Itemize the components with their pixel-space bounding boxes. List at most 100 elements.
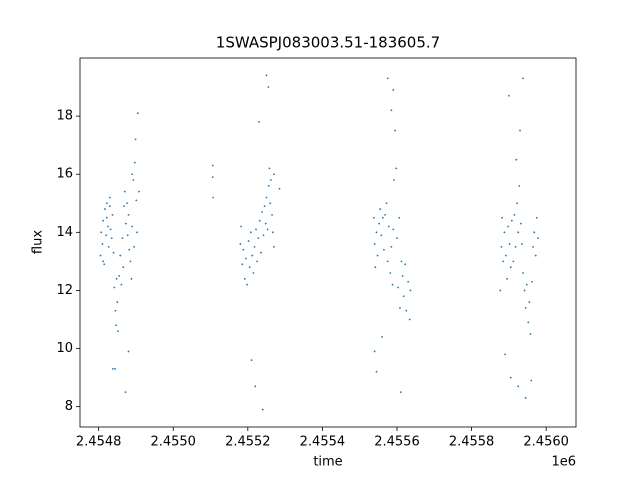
plot-frame [79, 57, 577, 428]
data-point [258, 121, 260, 123]
data-point [107, 245, 110, 248]
data-point [132, 179, 135, 181]
data-point [372, 216, 375, 219]
data-point [134, 138, 137, 141]
x-axis-label: time [313, 455, 342, 470]
data-point [397, 286, 400, 289]
data-point [386, 260, 389, 263]
data-point [108, 196, 111, 199]
data-point [384, 213, 386, 216]
data-point [379, 208, 382, 210]
data-point [394, 129, 397, 132]
data-point [531, 280, 533, 283]
data-point [376, 254, 379, 257]
data-point [271, 213, 273, 216]
data-point [135, 199, 138, 202]
data-point [105, 202, 108, 205]
data-point [392, 89, 395, 91]
data-point [500, 245, 503, 248]
data-point [250, 359, 253, 362]
x-tick-label: 2.4550 [150, 435, 196, 450]
data-point [258, 219, 261, 222]
data-point [136, 112, 139, 115]
data-point [116, 301, 119, 303]
data-point [110, 237, 113, 240]
data-point [259, 251, 262, 254]
data-point [373, 243, 376, 245]
data-point [389, 272, 392, 274]
data-point [127, 213, 130, 216]
data-point [127, 350, 130, 353]
data-point [268, 167, 271, 170]
data-point [263, 205, 266, 208]
data-point [247, 240, 250, 242]
data-point [278, 187, 281, 190]
data-point [261, 408, 264, 411]
x-tick-label: 2.4558 [449, 435, 495, 450]
data-point [211, 164, 214, 167]
data-point [270, 179, 272, 181]
data-point [262, 234, 265, 237]
data-point [525, 283, 528, 286]
data-point [265, 74, 268, 77]
data-point [249, 231, 252, 234]
data-point [383, 248, 385, 251]
data-point [255, 228, 257, 231]
data-point [105, 216, 108, 219]
data-point [514, 245, 517, 248]
data-point [120, 283, 123, 286]
data-point [126, 234, 129, 237]
data-point [269, 202, 272, 205]
data-point [512, 260, 515, 263]
data-point [519, 129, 521, 132]
data-point [111, 367, 114, 370]
data-point [128, 248, 131, 251]
data-point [507, 225, 510, 228]
data-point [126, 202, 128, 205]
data-point [265, 196, 268, 199]
data-point [390, 109, 393, 112]
data-point [506, 277, 508, 280]
data-point [522, 77, 524, 80]
data-point [385, 202, 388, 205]
data-point [266, 228, 269, 231]
data-point [401, 275, 404, 277]
data-point [131, 225, 134, 228]
data-point [118, 275, 121, 277]
data-point [254, 385, 257, 388]
data-point [380, 234, 383, 237]
data-point [256, 260, 259, 263]
data-point [381, 216, 384, 219]
data-point [101, 243, 104, 245]
x-offset-label: 1e6 [551, 455, 576, 470]
data-point [100, 231, 103, 234]
data-point [393, 179, 395, 181]
data-point [528, 301, 531, 303]
data-point [375, 370, 378, 373]
data-point [499, 289, 502, 292]
data-point [513, 213, 516, 216]
y-tick-label: 12 [56, 283, 73, 298]
data-point [115, 324, 118, 327]
y-tick-label: 10 [56, 341, 73, 356]
data-point [112, 251, 115, 254]
data-point [404, 263, 407, 266]
data-point [113, 286, 116, 289]
data-point [533, 231, 536, 234]
data-point [104, 208, 106, 210]
y-tick-label: 16 [56, 167, 73, 182]
x-tick-label: 2.4554 [300, 435, 346, 450]
data-point [507, 94, 510, 97]
data-point [246, 283, 248, 286]
data-point [264, 222, 267, 225]
data-point [103, 263, 106, 266]
data-point [108, 205, 111, 208]
data-point [392, 228, 395, 231]
data-point [534, 254, 537, 257]
data-point [240, 225, 243, 228]
data-point [373, 350, 376, 353]
data-point [133, 245, 135, 248]
data-point [509, 376, 512, 379]
